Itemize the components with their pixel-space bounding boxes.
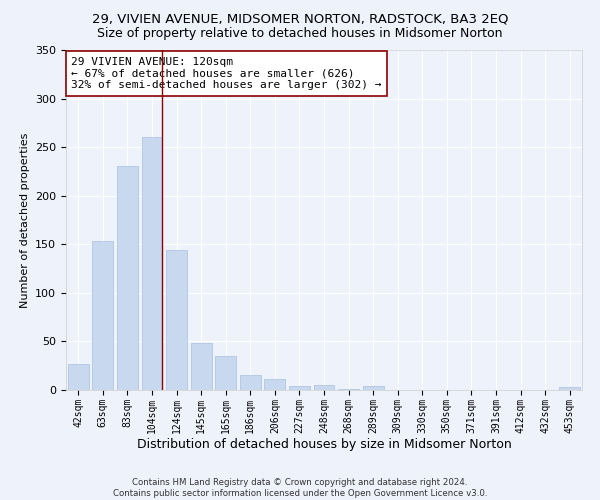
Bar [191, 344, 212, 390]
Text: Contains HM Land Registry data © Crown copyright and database right 2024.
Contai: Contains HM Land Registry data © Crown c… [113, 478, 487, 498]
Bar [166, 250, 187, 390]
Bar [265, 380, 286, 390]
Bar [142, 138, 163, 390]
Bar [240, 376, 261, 390]
Bar [68, 364, 89, 390]
Bar [362, 386, 383, 390]
Y-axis label: Number of detached properties: Number of detached properties [20, 132, 29, 308]
Bar [289, 386, 310, 390]
Bar [92, 242, 113, 390]
Bar [314, 385, 334, 390]
Text: 29 VIVIEN AVENUE: 120sqm
← 67% of detached houses are smaller (626)
32% of semi-: 29 VIVIEN AVENUE: 120sqm ← 67% of detach… [71, 57, 382, 90]
Bar [338, 389, 359, 390]
Bar [559, 387, 580, 390]
Text: 29, VIVIEN AVENUE, MIDSOMER NORTON, RADSTOCK, BA3 2EQ: 29, VIVIEN AVENUE, MIDSOMER NORTON, RADS… [92, 12, 508, 26]
Bar [117, 166, 138, 390]
Bar [215, 356, 236, 390]
X-axis label: Distribution of detached houses by size in Midsomer Norton: Distribution of detached houses by size … [137, 438, 511, 452]
Text: Size of property relative to detached houses in Midsomer Norton: Size of property relative to detached ho… [97, 28, 503, 40]
